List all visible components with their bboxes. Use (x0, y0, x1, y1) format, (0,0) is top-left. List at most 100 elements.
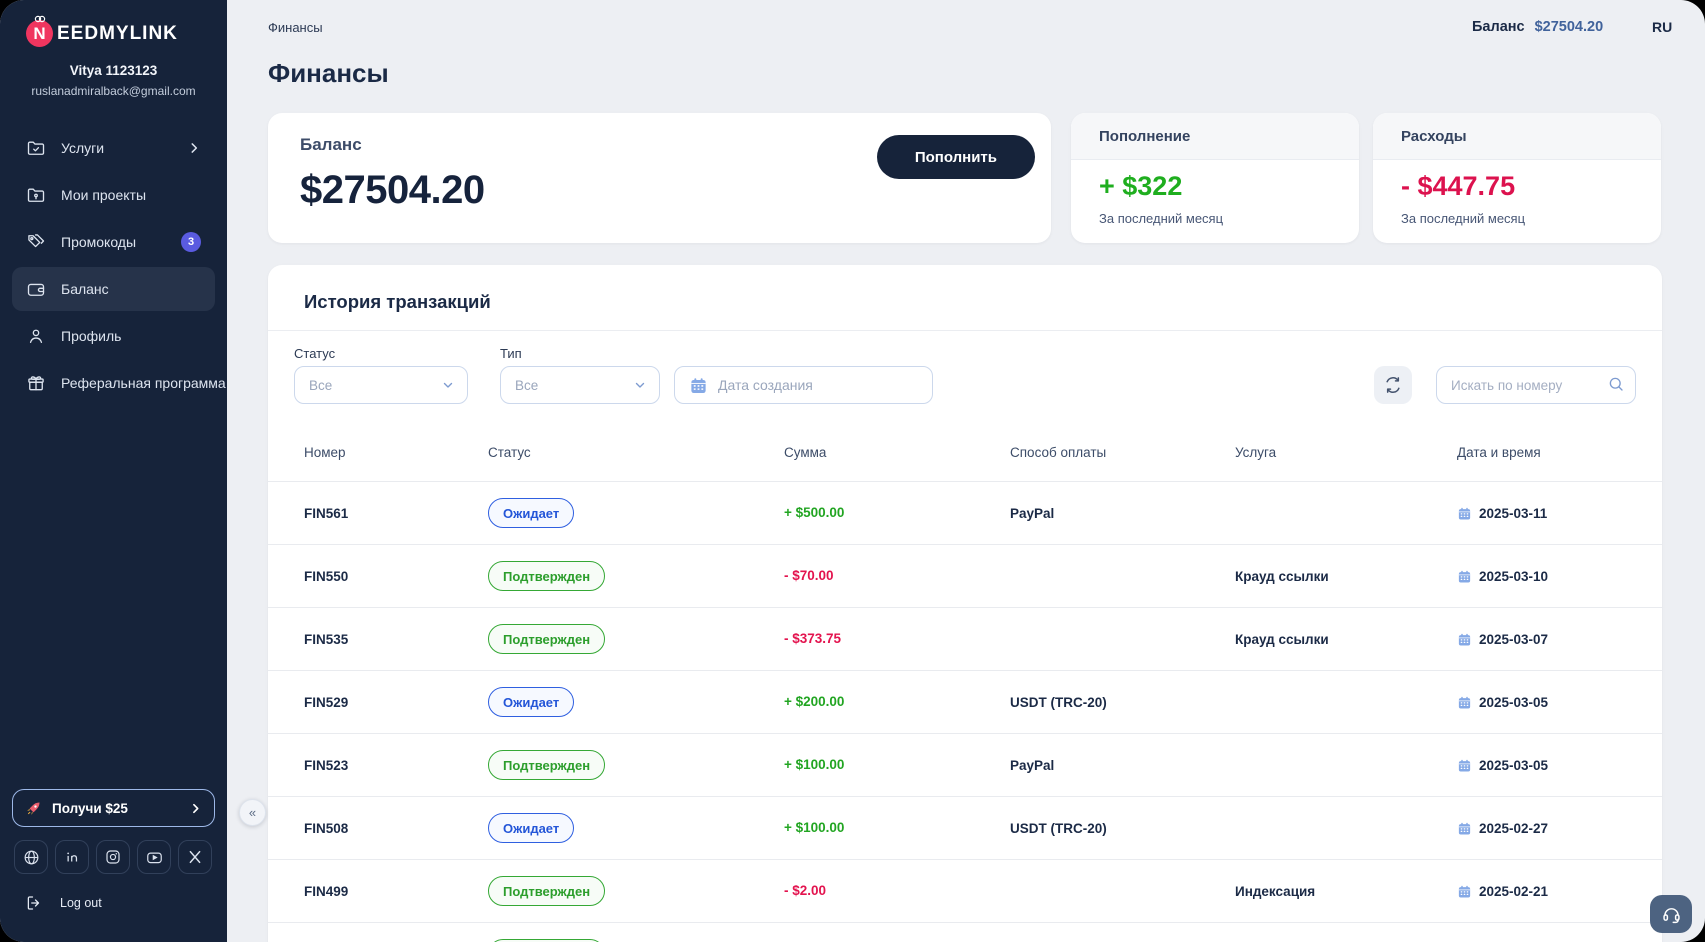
logout-label: Log out (60, 896, 102, 910)
refresh-button[interactable] (1374, 366, 1412, 404)
sidebar-item-label: Реферальная программа (61, 375, 226, 391)
transaction-number: FIN535 (304, 631, 349, 647)
sidebar-item-баланс[interactable]: Баланс (12, 267, 215, 311)
support-chat-button[interactable] (1650, 895, 1692, 933)
column-header: Номер (304, 445, 346, 460)
sidebar-item-профиль[interactable]: Профиль (12, 314, 215, 358)
status-filter-label: Статус (294, 346, 336, 361)
calendar-icon (1457, 758, 1472, 773)
gift-icon (26, 373, 46, 393)
sidebar-collapse-button[interactable]: « (239, 799, 266, 826)
transaction-amount: - $70.00 (784, 568, 834, 583)
youtube-icon[interactable] (137, 840, 171, 874)
x-icon[interactable] (178, 840, 212, 874)
logout-icon (27, 896, 40, 910)
sidebar-item-label: Баланс (61, 281, 109, 297)
transaction-date: 2025-03-05 (1457, 758, 1626, 773)
sidebar-item-label: Мои проекты (61, 187, 147, 203)
balance-value: $27504.20 (300, 168, 485, 212)
income-caption: За последний месяц (1099, 211, 1224, 226)
type-filter-label: Тип (500, 346, 522, 361)
status-badge: Ожидает (488, 813, 575, 843)
transaction-history-card: История транзакций Статус Все Тип Все Да… (268, 265, 1662, 942)
logout-button[interactable]: Log out (25, 894, 102, 912)
search-input[interactable] (1436, 366, 1636, 404)
promo-count-badge: 3 (181, 232, 201, 252)
calendar-icon (691, 377, 706, 393)
transaction-number: FIN499 (304, 883, 349, 899)
status-filter-select[interactable]: Все (294, 366, 468, 404)
topbar-balance-label: Баланс (1472, 19, 1525, 35)
expense-caption: За последний месяц (1401, 211, 1526, 226)
user-icon (26, 326, 46, 346)
headset-icon (1662, 907, 1680, 923)
calendar-icon (1457, 506, 1472, 521)
column-header: Услуга (1235, 445, 1277, 460)
table-row: FIN561 Ожидает + $500.00 PayPal 2025-03-11 (268, 482, 1662, 545)
column-header: Статус (488, 445, 531, 460)
sidebar-item-услуги[interactable]: Услуги (12, 126, 215, 170)
column-header: Сумма (784, 445, 827, 460)
transaction-amount: - $373.75 (784, 631, 842, 646)
topbar-balance-value: $27504.20 (1534, 19, 1604, 35)
transaction-number: FIN561 (304, 505, 349, 521)
calendar-icon (1457, 884, 1472, 899)
logo[interactable]: N EEDMYLINK (0, 0, 227, 47)
payment-method: PayPal (1010, 505, 1055, 521)
transaction-date: 2025-02-27 (1457, 821, 1626, 836)
social-links (14, 840, 212, 874)
column-header: Дата и время (1457, 445, 1541, 460)
table-row: Подтвержден (268, 923, 1662, 942)
promo-bonus-button[interactable]: Получи $25 (12, 789, 215, 827)
income-card: Пополнение + $322 За последний месяц (1071, 113, 1359, 243)
type-filter-select[interactable]: Все (500, 366, 660, 404)
sidebar-item-label: Профиль (61, 328, 122, 344)
table-body: FIN561 Ожидает + $500.00 PayPal 2025-03-11 FI… (268, 482, 1662, 942)
logo-initial: N (33, 23, 46, 43)
expense-card: Расходы - $447.75 За последний месяц (1373, 113, 1661, 243)
service-name: Индексация (1235, 883, 1316, 899)
service-name: Крауд ссылки (1235, 631, 1329, 647)
breadcrumb[interactable]: Финансы (268, 20, 323, 35)
promo-label: Получи $25 (52, 800, 128, 816)
calendar-icon (1457, 695, 1472, 710)
payment-method: PayPal (1010, 757, 1055, 773)
transaction-number: FIN523 (304, 757, 349, 773)
instagram-icon[interactable] (96, 840, 130, 874)
column-header: Способ оплаты (1010, 445, 1107, 460)
expense-value: - $447.75 (1401, 171, 1516, 201)
transaction-amount: + $100.00 (784, 820, 845, 835)
payment-method: USDT (TRC-20) (1010, 694, 1107, 710)
transaction-date: 2025-02-21 (1457, 884, 1626, 899)
table-row: FIN508 Ожидает + $100.00 USDT (TRC-20) 2025-… (268, 797, 1662, 860)
creation-date-picker[interactable]: Дата создания (674, 366, 933, 404)
globe-icon[interactable] (14, 840, 48, 874)
status-badge: Подтвержден (488, 624, 606, 654)
table-row: FIN550 Подтвержден - $70.00 Крауд ссылки 202… (268, 545, 1662, 608)
transaction-history-title: История транзакций (304, 291, 491, 312)
chevron-right-icon (189, 802, 202, 815)
chevron-down-icon (443, 382, 453, 388)
user-email: ruslanadmiralback@gmail.com (31, 84, 196, 98)
linkedin-icon[interactable] (55, 840, 89, 874)
calendar-icon (1457, 821, 1472, 836)
transactions-table: Номер Статус Сумма Способ оплаты Услуга Дата … (268, 424, 1662, 942)
folder-check-icon (26, 138, 46, 158)
language-switcher[interactable]: RU (1652, 19, 1673, 35)
search-icon (1607, 375, 1625, 398)
sidebar-item-промокоды[interactable]: Промокоды 3 (12, 220, 215, 264)
table-header-row: Номер Статус Сумма Способ оплаты Услуга Дата … (268, 424, 1662, 482)
sidebar-item-реферальная-программа[interactable]: Реферальная программа (12, 361, 226, 405)
income-card-title: Пополнение (1071, 113, 1359, 160)
transaction-amount: + $500.00 (784, 505, 845, 520)
table-row: FIN523 Подтвержден + $100.00 PayPal 2025-03-… (268, 734, 1662, 797)
calendar-icon (1457, 632, 1472, 647)
payment-method: USDT (TRC-20) (1010, 820, 1107, 836)
logo-text: EEDMYLINK (57, 22, 178, 44)
sidebar-item-мои-проекты[interactable]: Мои проекты (12, 173, 215, 217)
top-up-button[interactable]: Пополнить (876, 135, 1035, 179)
transaction-date: 2025-03-07 (1457, 632, 1626, 647)
sidebar: N EEDMYLINK Vitya 1123123 ruslanadmiralb… (0, 0, 227, 942)
status-badge: Ожидает (488, 498, 575, 528)
transaction-number: FIN508 (304, 820, 349, 836)
